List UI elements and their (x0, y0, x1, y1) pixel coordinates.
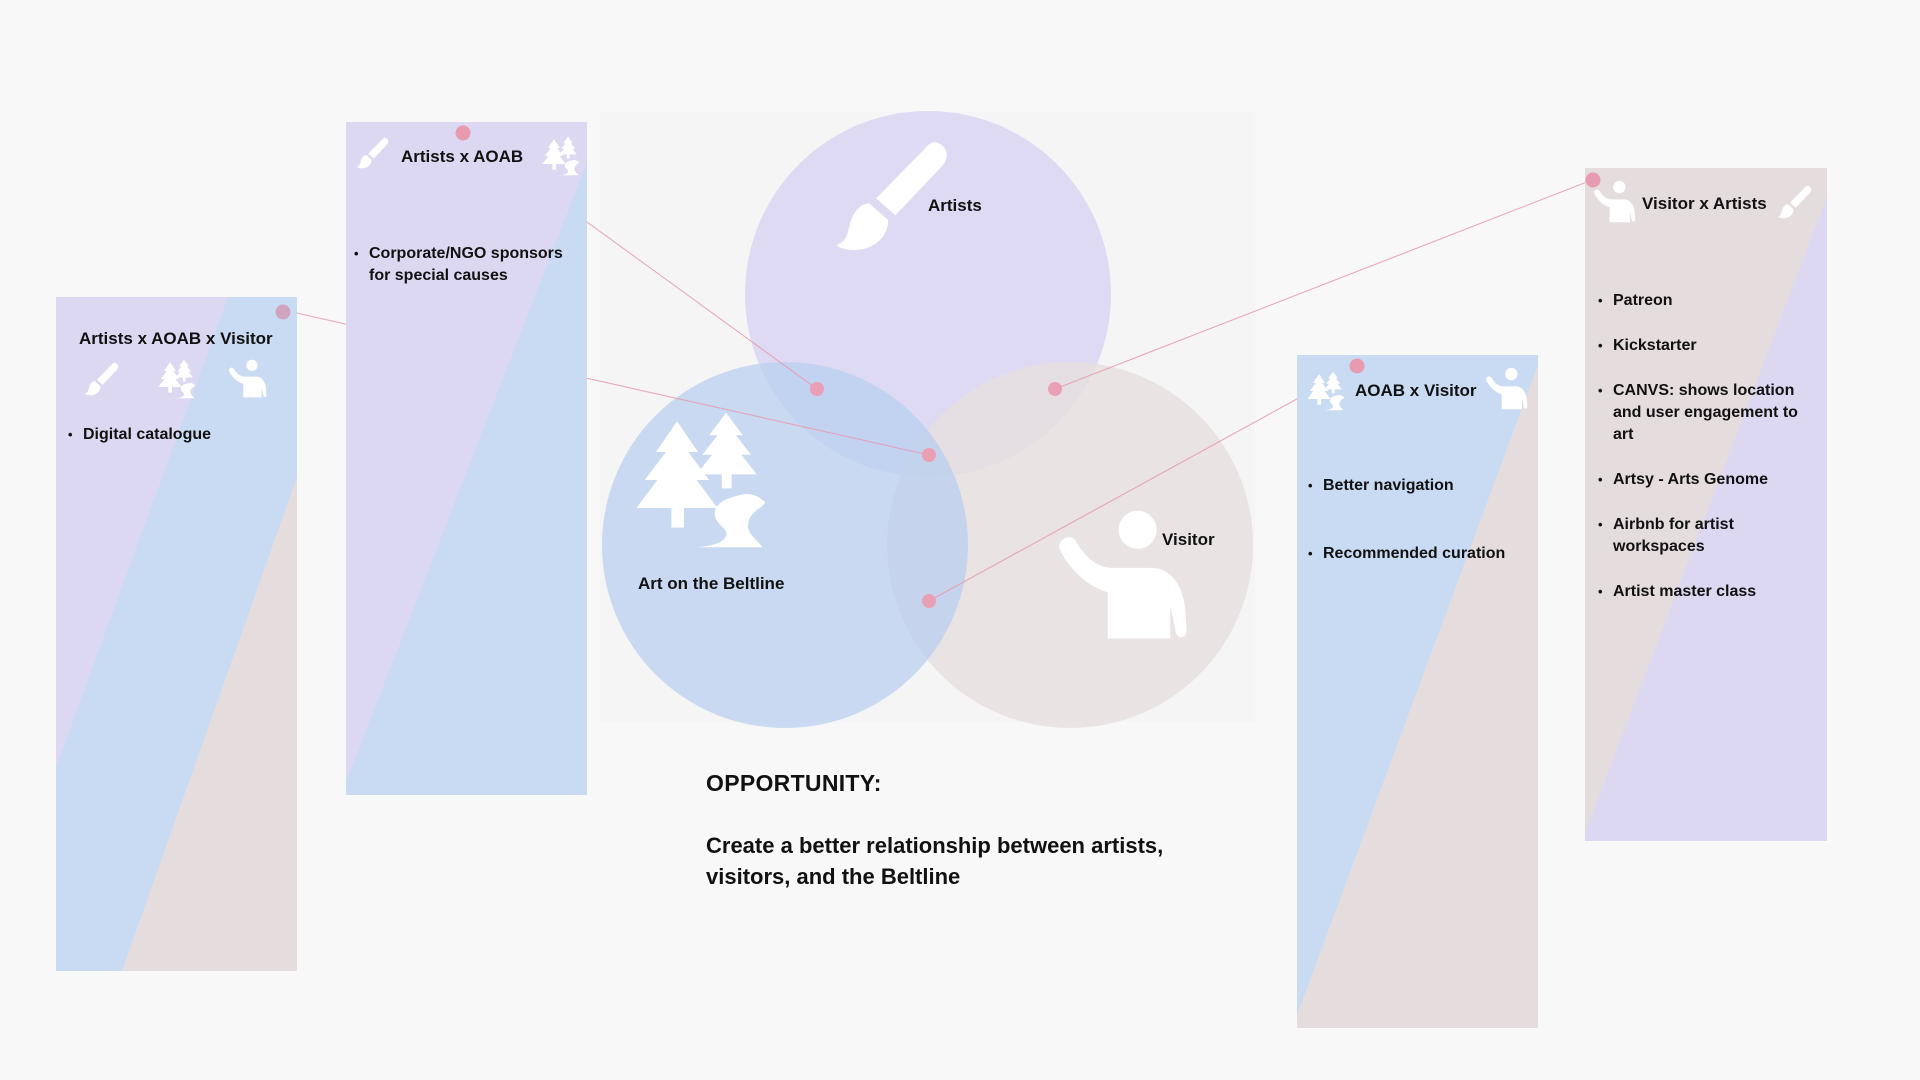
card-bullet-list: Patreon Kickstarter CANVS: shows locatio… (1598, 290, 1822, 603)
venn-circle-aoab (602, 362, 968, 728)
connector-dot-artists-aoab-card (455, 125, 471, 141)
card-bullet-list: Better navigation Recommended curation (1308, 475, 1533, 565)
paintbrush-icon (84, 361, 120, 397)
opportunity-text: Create a better relationship between art… (706, 833, 1164, 889)
visitor-waving-icon (1485, 367, 1529, 411)
connector-line-aoab-visitor (928, 365, 1358, 602)
list-item: Corporate/NGO sponsors for special cause… (354, 243, 584, 287)
connector-dot-artists-aoab-venn (810, 382, 824, 396)
card-background (56, 297, 297, 971)
paintbrush-icon (1777, 184, 1813, 220)
connector-dot-visitor-artists-venn (1048, 382, 1062, 396)
opportunity-heading: OPPORTUNITY: (706, 770, 882, 796)
list-item: Digital catalogue (68, 424, 288, 446)
card-background (346, 122, 587, 795)
connector-dot-all-three-venn (922, 448, 936, 462)
list-item: Better navigation (1308, 475, 1533, 497)
venn-label-aoab: Art on the Beltline (638, 574, 785, 593)
visitor-waving-icon (228, 359, 268, 399)
list-item: Recommended curation (1308, 543, 1533, 565)
list-item: Patreon (1598, 290, 1822, 312)
card-background (1297, 355, 1538, 1028)
card-visitor-artists: Visitor x Artists Patreon Kickstarter CA… (1585, 168, 1827, 841)
card-aoab-visitor: AOAB x Visitor Better navigation Recomme… (1297, 355, 1538, 1028)
card-artists-aoab-visitor: Artists x AOAB x Visitor Digital catalog… (56, 297, 297, 971)
trees-path-icon (540, 136, 580, 176)
card-artists-aoab: Artists x AOAB Corporate/NGO sponsors fo… (346, 122, 587, 795)
trees-path-icon (1305, 371, 1345, 411)
connector-dot-visitor-artists-card (1585, 172, 1601, 188)
trees-path-icon (156, 359, 196, 399)
card-title: Visitor x Artists (1642, 194, 1767, 213)
list-item: Airbnb for artist workspaces (1598, 514, 1822, 558)
card-bullet-list: Digital catalogue (68, 424, 288, 446)
card-bullet-list: Corporate/NGO sponsors for special cause… (354, 243, 584, 287)
card-title: AOAB x Visitor (1355, 381, 1477, 400)
list-item: Kickstarter (1598, 335, 1822, 357)
connector-line-visitor-artists (1054, 179, 1593, 390)
connector-dot-all-three-card (275, 304, 291, 320)
connector-dot-aoab-visitor-venn (922, 594, 936, 608)
list-item: Artist master class (1598, 581, 1822, 603)
paintbrush-icon (356, 136, 390, 170)
card-title: Artists x AOAB x Visitor (79, 329, 273, 348)
list-item: Artsy - Arts Genome (1598, 469, 1822, 491)
connector-dot-aoab-visitor-card (1349, 358, 1365, 374)
venn-label-artists: Artists (928, 196, 982, 215)
card-title: Artists x AOAB (401, 147, 524, 166)
venn-label-visitor: Visitor (1162, 530, 1215, 549)
list-item: CANVS: shows location and user engagemen… (1598, 380, 1822, 446)
